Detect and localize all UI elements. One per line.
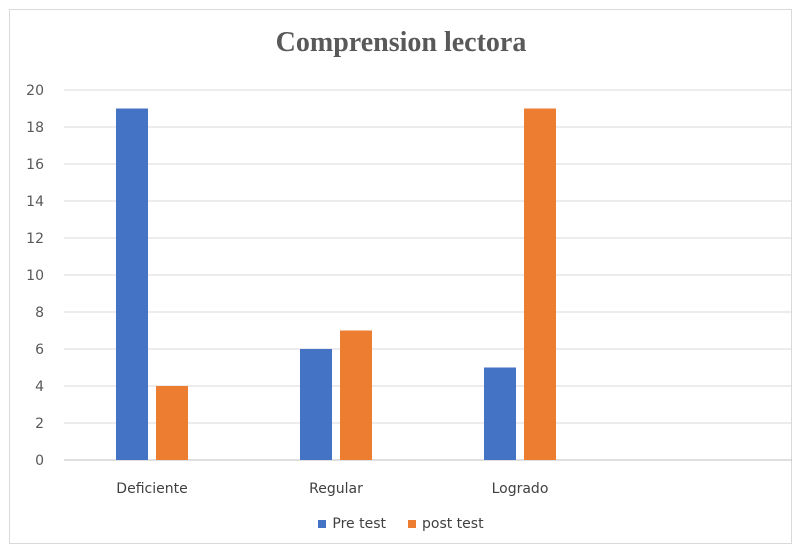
y-tick-label: 10 [26,268,44,284]
y-tick-label: 8 [35,305,44,321]
legend: Pre test post test [0,516,802,532]
x-category-label: Deficiente [116,481,187,497]
y-tick-label: 16 [26,157,44,173]
x-category-label: Logrado [492,481,549,497]
y-tick-label: 14 [26,194,44,210]
legend-label-pre-test: Pre test [332,516,386,532]
y-tick-label: 6 [35,342,44,358]
y-tick-label: 4 [35,379,44,395]
chart-title: Comprension lectora [275,27,527,58]
bar-post-test-deficiente [156,386,188,460]
legend-swatch-pre-test [318,520,327,528]
legend-item-pre-test: Pre test [318,516,386,532]
bar-pre-test-logrado [484,367,516,460]
legend-label-post-test: post test [422,516,484,532]
y-tick-label: 18 [26,120,44,136]
y-tick-label: 0 [35,453,44,469]
legend-item-post-test: post test [408,516,484,532]
bar-post-test-regular [340,330,372,460]
x-category-label: Regular [309,481,363,497]
bar-pre-test-regular [300,349,332,460]
legend-swatch-post-test [408,520,416,528]
bar-pre-test-deficiente [116,108,148,460]
y-tick-label: 12 [26,231,44,247]
bar-post-test-logrado [524,108,556,460]
y-tick-label: 20 [26,83,44,99]
y-tick-label: 2 [35,416,44,432]
